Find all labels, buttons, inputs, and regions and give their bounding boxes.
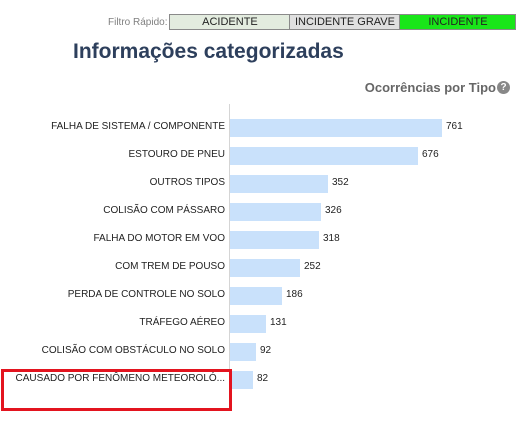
bar[interactable]: [230, 259, 300, 277]
page-title: Informações categorizadas: [73, 40, 344, 63]
category-label: COLISÃO COM OBSTÁCULO NO SOLO: [41, 345, 225, 356]
value-label: 82: [257, 373, 269, 384]
bar[interactable]: [230, 175, 328, 193]
chart-title-text: Ocorrências por Tipo: [364, 80, 496, 95]
bar[interactable]: [230, 119, 442, 137]
bar[interactable]: [230, 287, 282, 305]
category-label: OUTROS TIPOS: [149, 177, 225, 188]
chart-axis: [229, 104, 230, 392]
bar[interactable]: [230, 315, 266, 333]
category-label: CAUSADO POR FENÔMENO METEOROLÓ...: [15, 373, 225, 384]
category-label: TRÁFEGO AÉREO: [139, 317, 225, 328]
value-label: 326: [325, 205, 342, 216]
value-label: 92: [260, 345, 272, 356]
value-label: 352: [332, 177, 349, 188]
bar[interactable]: [230, 203, 321, 221]
chart-row[interactable]: FALHA DO MOTOR EM VOO 318: [0, 230, 523, 250]
value-label: 252: [304, 261, 321, 272]
filter-incidente-button[interactable]: INCIDENTE: [400, 15, 516, 29]
bar[interactable]: [230, 147, 418, 165]
filter-incidente-grave-button[interactable]: INCIDENTE GRAVE: [290, 15, 401, 29]
chart-title: Ocorrências por Tipo ?: [365, 80, 510, 95]
category-label: FALHA DO MOTOR EM VOO: [93, 233, 225, 244]
chart-row[interactable]: PERDA DE CONTROLE NO SOLO 186: [0, 286, 523, 306]
chart-row[interactable]: COM TREM DE POUSO 252: [0, 258, 523, 278]
quick-filter: Filtro Rápido: ACIDENTE INCIDENTE GRAVE …: [108, 14, 517, 30]
category-label: COLISÃO COM PÁSSARO: [103, 205, 225, 216]
bar[interactable]: [230, 231, 319, 249]
chart-row[interactable]: TRÁFEGO AÉREO 131: [0, 314, 523, 334]
chart-row[interactable]: CAUSADO POR FENÔMENO METEOROLÓ... 82: [0, 370, 523, 390]
bar[interactable]: [230, 371, 253, 389]
category-label: PERDA DE CONTROLE NO SOLO: [67, 289, 225, 300]
chart-row[interactable]: COLISÃO COM PÁSSARO 326: [0, 202, 523, 222]
category-label: ESTOURO DE PNEU: [128, 149, 226, 160]
bar[interactable]: [230, 343, 256, 361]
value-label: 131: [270, 317, 287, 328]
highlight-box: [1, 369, 232, 411]
chart-row[interactable]: OUTROS TIPOS 352: [0, 174, 523, 194]
chart-row[interactable]: ESTOURO DE PNEU 676: [0, 146, 523, 166]
value-label: 676: [422, 149, 439, 160]
category-label: FALHA DE SISTEMA / COMPONENTE: [51, 121, 225, 132]
filter-acidente-button[interactable]: ACIDENTE: [170, 15, 291, 29]
category-label: COM TREM DE POUSO: [115, 261, 225, 272]
help-icon[interactable]: ?: [497, 81, 510, 94]
quick-filter-buttons: ACIDENTE INCIDENTE GRAVE INCIDENTE: [169, 14, 517, 30]
value-label: 318: [323, 233, 340, 244]
value-label: 186: [286, 289, 303, 300]
quick-filter-label: Filtro Rápido:: [108, 16, 168, 28]
chart-row[interactable]: FALHA DE SISTEMA / COMPONENTE 761: [0, 118, 523, 138]
chart-row[interactable]: COLISÃO COM OBSTÁCULO NO SOLO 92: [0, 342, 523, 362]
value-label: 761: [446, 121, 463, 132]
